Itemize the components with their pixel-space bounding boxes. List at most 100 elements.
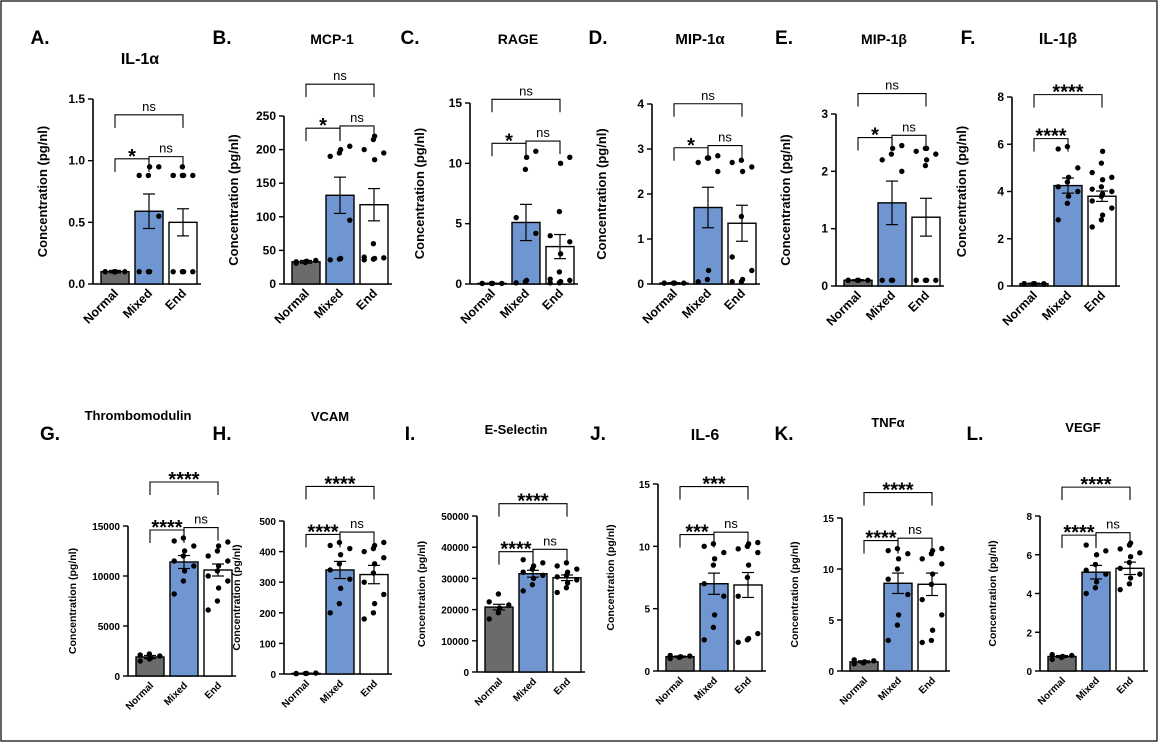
- significance-label: ****: [865, 528, 896, 550]
- data-point: [745, 635, 752, 642]
- data-point: [136, 268, 142, 275]
- x-tick-label: Normal: [824, 288, 864, 328]
- data-point: [347, 545, 353, 552]
- data-point: [889, 277, 896, 283]
- data-point: [755, 539, 761, 546]
- data-point: [1083, 567, 1089, 573]
- data-point: [370, 610, 377, 616]
- significance-label: ns: [724, 516, 738, 531]
- y-axis-label: Concentration (pg/nl): [231, 544, 243, 650]
- data-point: [1103, 571, 1109, 577]
- significance-bracket: [897, 537, 933, 552]
- y-tick-label: 0: [114, 672, 120, 683]
- data-point: [749, 267, 755, 274]
- data-point: [939, 612, 945, 618]
- data-point: [381, 591, 387, 598]
- y-tick-label: 200: [256, 143, 276, 157]
- data-point: [214, 548, 221, 554]
- data-point: [1126, 581, 1133, 587]
- y-tick-label: 0: [463, 668, 469, 679]
- significance-label: ns: [519, 83, 533, 98]
- data-point: [371, 255, 378, 262]
- y-tick-label: 10: [823, 565, 835, 576]
- panel-letter: J.: [590, 424, 606, 445]
- y-axis-label: Concentration (pg/nl): [954, 126, 969, 257]
- data-point: [337, 146, 344, 153]
- data-point: [1055, 217, 1061, 223]
- y-tick-label: 4: [997, 185, 1004, 199]
- data-point: [540, 572, 546, 578]
- y-tick-label: 5: [455, 217, 462, 231]
- data-point: [929, 547, 936, 554]
- y-axis-label: Concentration (pg/nl): [605, 524, 617, 630]
- data-point: [939, 561, 945, 567]
- data-point: [923, 277, 930, 283]
- data-point: [370, 570, 377, 576]
- data-point: [913, 277, 919, 283]
- data-point: [667, 652, 673, 659]
- y-tick-label: 0: [644, 667, 650, 678]
- panel-title: IL-1β: [1039, 31, 1077, 48]
- data-point: [1098, 184, 1105, 190]
- panel-c-rage: C. RAGE 0 5 10 15 Concentration (pg/nl) Normal M…: [401, 28, 578, 327]
- data-point: [520, 556, 526, 563]
- data-point: [913, 148, 919, 154]
- data-point: [1103, 548, 1109, 554]
- data-point: [381, 150, 387, 156]
- y-tick-label: 40000: [441, 543, 469, 554]
- data-point: [554, 563, 560, 569]
- y-tick-label: 6: [997, 137, 1004, 151]
- data-point: [1117, 546, 1123, 552]
- data-point: [888, 151, 895, 157]
- x-tick-label: End: [359, 678, 380, 699]
- y-tick-label: 1: [821, 222, 828, 236]
- panel-j-il-6: J. IL-6 0 5 10 15 Concentration (pg/nl) Normal M…: [590, 424, 766, 707]
- data-point: [1064, 143, 1071, 150]
- significance-bracket: [1061, 486, 1131, 501]
- x-tick-label: End: [203, 680, 224, 701]
- data-point: [347, 217, 353, 223]
- x-tick-label: Normal: [81, 286, 121, 326]
- y-tick-label: 100: [259, 639, 276, 650]
- data-point: [327, 153, 333, 160]
- panel-f-il-1: F. IL-1β 0 2 4 6 8 Concentration (pg/nl) Normal M…: [954, 28, 1120, 329]
- y-axis-label: Concentration (pg/nl): [778, 134, 793, 265]
- data-point: [225, 578, 231, 584]
- y-tick-label: 6: [1026, 551, 1032, 562]
- data-point: [361, 616, 367, 622]
- data-point: [563, 560, 570, 566]
- data-point: [721, 593, 727, 599]
- x-tick-label: Mixed: [497, 286, 532, 321]
- data-point: [715, 168, 721, 175]
- y-tick-label: 5: [828, 616, 834, 627]
- data-point: [293, 670, 299, 677]
- data-point: [1065, 193, 1072, 199]
- data-point: [556, 269, 563, 275]
- x-tick-label: Normal: [1000, 288, 1040, 328]
- y-tick-label: 30000: [441, 574, 469, 585]
- bar-end: [359, 573, 389, 675]
- data-point: [1137, 571, 1143, 577]
- panel-title: MCP-1: [310, 31, 354, 47]
- data-point: [1092, 584, 1099, 591]
- panel-b-mcp-1: B. MCP-1 0 50 100 150 200 250 Concentration (pg/…: [213, 28, 392, 327]
- data-point: [894, 622, 901, 628]
- y-tick-label: 0: [270, 670, 276, 681]
- data-point: [171, 558, 177, 564]
- y-tick-label: 1.0: [68, 154, 85, 168]
- data-point: [180, 268, 187, 275]
- significance-label: ns: [350, 516, 364, 531]
- data-point: [530, 563, 537, 569]
- data-point: [755, 630, 761, 637]
- panel-title: MIP-1α: [675, 31, 725, 48]
- data-point: [564, 580, 571, 586]
- data-point: [1083, 542, 1089, 548]
- data-point: [522, 166, 529, 173]
- data-point: [871, 658, 877, 664]
- x-tick-label: Mixed: [120, 286, 155, 321]
- panel-k-tnf: K. TNFα 0 5 10 15 Concentration (pg/nl) Normal M…: [775, 415, 950, 707]
- x-tick-label: End: [1082, 288, 1109, 315]
- data-point: [191, 543, 197, 549]
- data-point: [361, 579, 367, 585]
- y-tick-label: 15000: [92, 522, 120, 533]
